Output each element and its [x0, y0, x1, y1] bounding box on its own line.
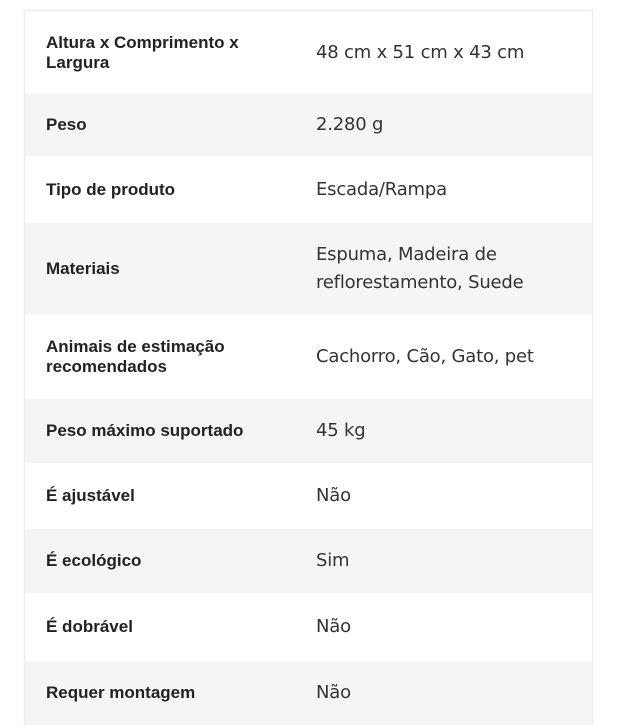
table-row: Requer montagem Não [25, 661, 592, 725]
spec-label: Materiais [46, 258, 120, 278]
spec-value: Não [316, 682, 351, 703]
table-row: Peso 2.280 g [25, 94, 592, 156]
spec-value: 45 kg [316, 420, 366, 441]
spec-label: Tipo de produto [46, 179, 176, 199]
spec-value: Cachorro, Cão, Gato, pet [316, 345, 534, 367]
spec-label: Requer montagem [46, 683, 196, 702]
table-row: É dobrável Não [25, 593, 592, 661]
spec-value: 2.280 g [316, 114, 384, 135]
table-row: Altura x Comprimento x Largura 48 cm x 5… [25, 11, 592, 94]
table-row: Animais de estimação recomendados Cachor… [25, 314, 592, 399]
spec-label: Peso [46, 115, 87, 134]
spec-label: É ajustável [46, 486, 135, 505]
spec-label: Animais de estimação recomendados [46, 336, 225, 376]
table-row: Tipo de produto Escada/Rampa [25, 156, 592, 223]
spec-label: É dobrável [46, 617, 133, 636]
table-row: É ecológico Sim [25, 529, 592, 593]
spec-value: Escada/Rampa [316, 178, 447, 200]
spec-value: Sim [316, 550, 350, 571]
specs-table: Altura x Comprimento x Largura 48 cm x 5… [24, 10, 593, 725]
spec-label: Altura x Comprimento x Largura [46, 32, 239, 72]
spec-value: Não [316, 616, 351, 637]
spec-value: Espuma, Madeira de reflorestamento, Sued… [316, 243, 524, 293]
spec-label: É ecológico [46, 551, 142, 570]
spec-value: 48 cm x 51 cm x 43 cm [316, 41, 525, 63]
table-row: É ajustável Não [25, 463, 592, 529]
spec-label: Peso máximo suportado [46, 421, 244, 440]
table-row: Materiais Espuma, Madeira de reflorestam… [25, 223, 592, 314]
spec-value: Não [316, 485, 351, 506]
table-row: Peso máximo suportado 45 kg [25, 399, 592, 463]
